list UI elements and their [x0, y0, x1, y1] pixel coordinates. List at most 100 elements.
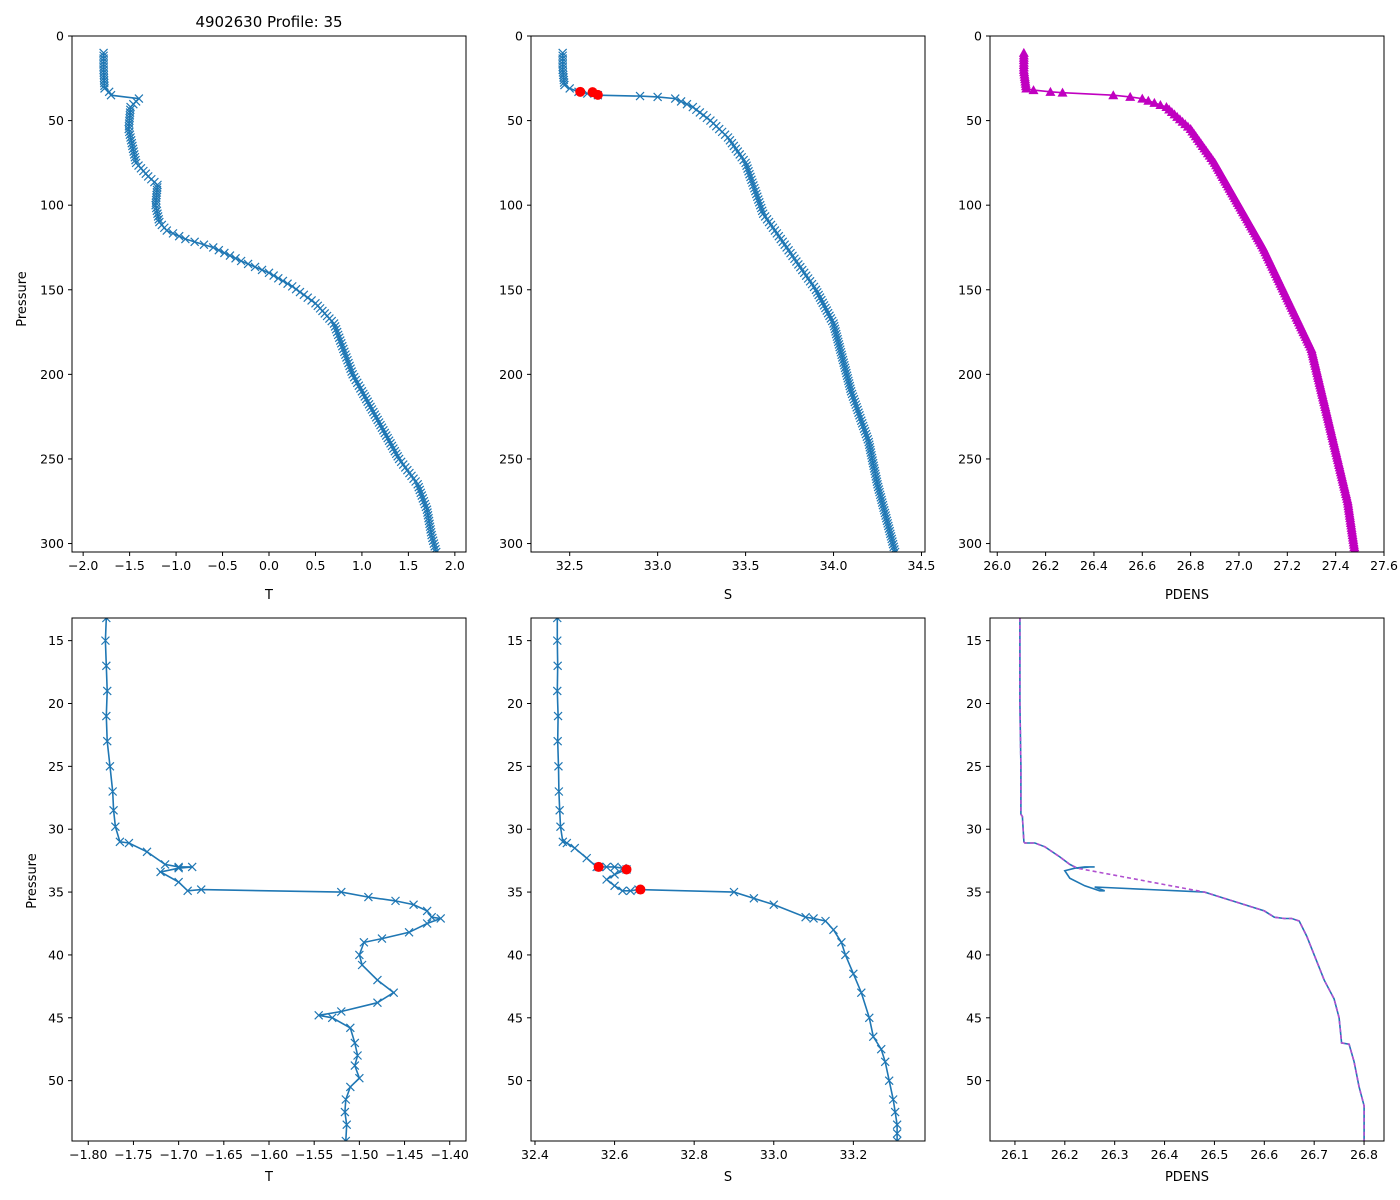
data-point-marker	[350, 1038, 360, 1048]
data-point-marker	[823, 308, 833, 318]
data-point-marker	[670, 94, 680, 104]
data-point-marker	[370, 410, 380, 420]
y-tick-label: 100	[958, 198, 982, 213]
data-point-marker	[219, 248, 229, 258]
data-point-marker	[829, 925, 838, 935]
data-point-marker	[886, 531, 896, 541]
data-point-marker	[414, 482, 424, 492]
y-tick-label: 40	[507, 947, 523, 962]
data-point-marker	[866, 448, 876, 458]
x-tick-label: 26.2	[1051, 1147, 1079, 1162]
data-point-marker	[831, 326, 840, 336]
data-point-marker	[847, 389, 857, 399]
series-line	[556, 618, 898, 1141]
data-point-marker	[553, 736, 563, 746]
data-point-marker	[264, 268, 274, 278]
data-point-marker	[156, 867, 165, 877]
data-point-marker	[427, 533, 437, 543]
data-point-marker	[756, 203, 766, 213]
data-point-marker	[890, 547, 900, 552]
series-line	[102, 52, 438, 552]
data-point-marker	[360, 392, 370, 401]
data-point-marker	[881, 513, 891, 523]
data-point-marker	[151, 203, 161, 213]
data-point-marker	[870, 466, 880, 476]
data-point-marker	[102, 686, 112, 696]
y-tick-label: 35	[48, 885, 64, 900]
x-tick-label: −0.5	[207, 558, 237, 573]
y-tick-label: 100	[40, 198, 64, 213]
flagged-point	[621, 864, 632, 875]
data-point-marker	[890, 1107, 900, 1117]
x-tick-label: 33.0	[644, 558, 672, 573]
data-point-marker	[345, 361, 354, 371]
data-point-marker	[819, 300, 829, 310]
data-point-marker	[389, 988, 399, 998]
data-point-marker	[839, 360, 849, 370]
y-tick-label: 0	[56, 29, 64, 44]
data-point-marker	[814, 290, 824, 300]
plot-area	[1018, 47, 1360, 552]
data-point-marker	[831, 329, 841, 339]
x-tick-label: 34.0	[820, 558, 848, 573]
data-point-marker	[374, 418, 384, 427]
data-point-marker	[885, 529, 895, 539]
data-point-marker	[125, 130, 135, 140]
data-point-marker	[273, 273, 283, 283]
data-point-marker	[749, 183, 759, 193]
x-tick-label: 26.1	[1001, 1147, 1029, 1162]
data-point-marker	[351, 375, 361, 385]
data-point-marker	[377, 934, 387, 944]
data-point-marker	[834, 340, 844, 349]
data-point-marker	[815, 293, 825, 303]
data-point-marker	[857, 418, 867, 428]
data-point-marker	[888, 1095, 898, 1104]
x-tick-label: 27.0	[1225, 558, 1253, 573]
data-point-marker	[367, 405, 377, 414]
data-point-marker	[415, 485, 425, 495]
data-point-marker	[153, 209, 162, 219]
data-point-marker	[848, 392, 858, 402]
data-point-marker	[426, 527, 436, 537]
data-point-marker	[747, 175, 756, 185]
data-point-marker	[303, 293, 313, 303]
plot-area	[552, 618, 902, 1141]
data-point-marker	[676, 96, 686, 106]
x-tick-label: −1.5	[114, 558, 144, 573]
x-tick-label: 0.5	[306, 558, 326, 573]
data-point-marker	[873, 479, 882, 489]
data-point-marker	[833, 334, 843, 344]
data-point-marker	[555, 805, 565, 815]
data-point-marker	[1352, 547, 1358, 552]
data-point-marker	[115, 837, 125, 847]
data-point-marker	[864, 437, 874, 447]
x-tick-label: −1.40	[431, 1147, 469, 1162]
data-point-marker	[1021, 83, 1032, 93]
data-point-marker	[409, 900, 419, 910]
panel-density-zoom: PDENS 26.1 26.2 26.3 26.4 26.5 26.6 26.7 26.8 15…	[966, 617, 1385, 1185]
data-point-marker	[840, 363, 850, 373]
data-point-marker	[887, 537, 897, 547]
data-point-marker	[752, 192, 762, 202]
data-point-marker	[559, 80, 569, 90]
data-point-marker	[838, 355, 848, 365]
series-line	[104, 618, 441, 1141]
data-point-marker	[877, 498, 887, 507]
data-point-marker	[868, 458, 878, 468]
y-tick-label: 50	[48, 1073, 64, 1088]
y-tick-label: 200	[499, 367, 523, 382]
data-point-marker	[154, 214, 164, 224]
data-point-marker	[554, 787, 564, 796]
y-tick-label: 100	[499, 198, 523, 213]
data-point-marker	[821, 916, 830, 926]
data-point-marker	[101, 636, 110, 646]
data-point-marker	[352, 378, 362, 388]
data-point-marker	[346, 364, 355, 374]
data-point-marker	[883, 518, 893, 528]
x-tick-label: 32.5	[556, 558, 584, 573]
data-point-marker	[1155, 99, 1166, 109]
data-point-marker	[162, 226, 172, 235]
data-point-marker	[168, 228, 178, 238]
data-point-marker	[354, 1073, 364, 1083]
panel-temperature-full: 4902630 Profile: 35 T Pressure −2.0 −1.5 −…	[15, 13, 467, 603]
